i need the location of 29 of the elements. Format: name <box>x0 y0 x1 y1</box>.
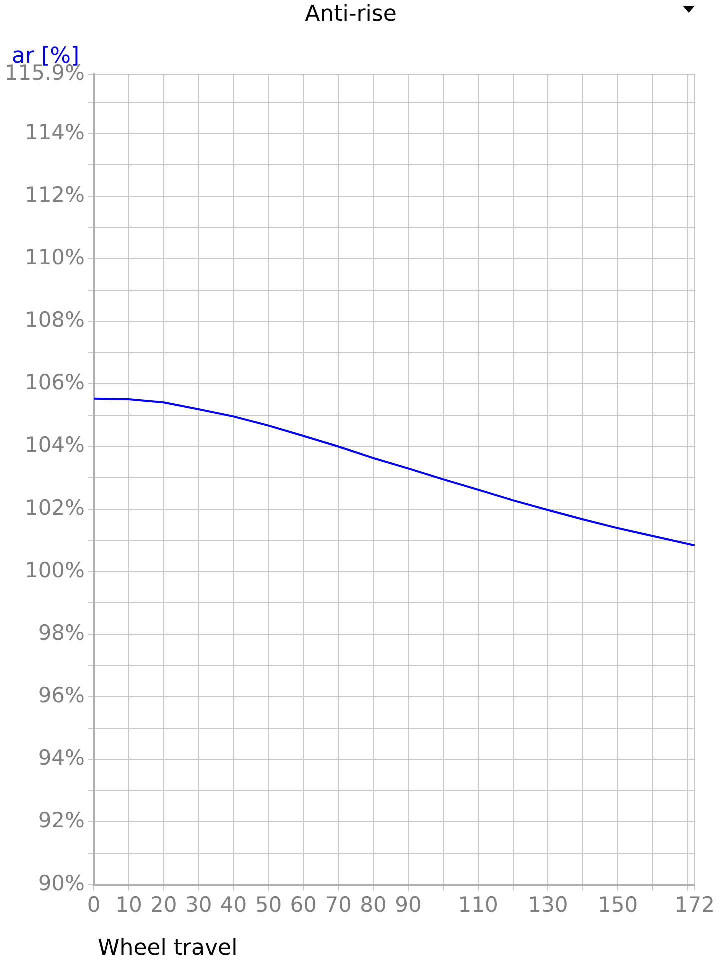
x-tick-label: 70 <box>325 892 352 917</box>
chart-title: Anti-rise <box>305 2 397 27</box>
x-tick-label: 60 <box>290 892 318 917</box>
x-tick-label: 10 <box>116 892 142 917</box>
y-tick-label: 96% <box>38 684 85 708</box>
x-tick-label: 0 <box>87 892 101 917</box>
x-tick-label: 50 <box>255 892 282 917</box>
y-tick-label: 98% <box>38 620 85 645</box>
x-tick-label: 150 <box>598 892 638 917</box>
y-tick-label: 108% <box>24 308 85 332</box>
x-tick-label: 110 <box>458 892 498 917</box>
y-tick-label: 94% <box>38 746 85 770</box>
x-tick-label: 90 <box>395 892 422 917</box>
y-tick-label: 104% <box>24 433 85 458</box>
y-tick-label: 114% <box>24 120 85 144</box>
y-tick-label: 112% <box>24 182 85 207</box>
x-tick-label: 80 <box>360 892 387 917</box>
x-tick-label: 130 <box>528 892 568 917</box>
y-tick-label: 92% <box>38 808 85 833</box>
x-tick-label: 20 <box>150 892 178 917</box>
y-tick-label: 106% <box>24 370 85 395</box>
y-tick-label: 102% <box>24 496 85 520</box>
y-tick-label: 110% <box>24 245 85 270</box>
y-tick-label: 90% <box>38 871 85 896</box>
x-tick-label: 40 <box>220 892 248 917</box>
x-axis-title: Wheel travel <box>98 936 238 961</box>
x-tick-label: 172 <box>674 892 716 917</box>
x-tick-label: 30 <box>185 892 212 917</box>
y-tick-label: 100% <box>24 558 85 582</box>
